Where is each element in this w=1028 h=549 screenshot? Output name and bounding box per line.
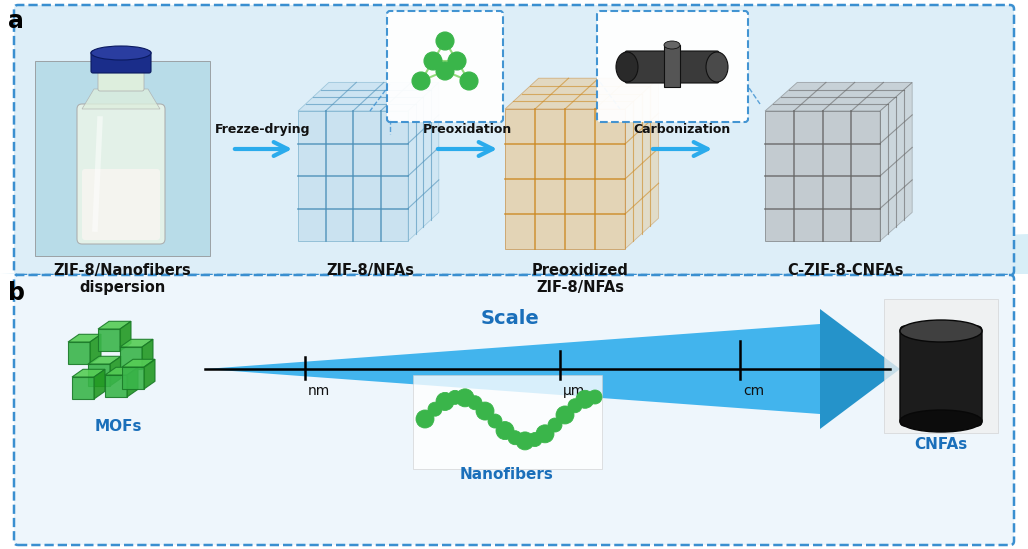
Polygon shape: [122, 367, 144, 389]
Text: Nanofibers: Nanofibers: [461, 467, 554, 482]
Polygon shape: [110, 356, 121, 386]
Polygon shape: [505, 78, 659, 109]
Polygon shape: [120, 339, 153, 347]
FancyBboxPatch shape: [597, 11, 748, 122]
Circle shape: [416, 410, 434, 428]
Polygon shape: [82, 89, 160, 109]
Ellipse shape: [900, 320, 982, 342]
Text: ZIF-8/Nanofibers
dispersion: ZIF-8/Nanofibers dispersion: [53, 263, 191, 295]
Polygon shape: [765, 82, 912, 111]
Polygon shape: [120, 347, 142, 369]
Text: Scale: Scale: [481, 310, 540, 328]
Text: Carbonization: Carbonization: [633, 123, 731, 136]
Polygon shape: [142, 339, 153, 369]
Polygon shape: [298, 111, 408, 241]
Text: nm: nm: [308, 384, 330, 398]
Circle shape: [488, 414, 502, 428]
Text: Preoxidation: Preoxidation: [423, 123, 512, 136]
FancyArrowPatch shape: [653, 142, 707, 156]
Ellipse shape: [91, 46, 151, 60]
Circle shape: [424, 52, 442, 70]
Circle shape: [476, 402, 494, 420]
Circle shape: [568, 399, 582, 413]
Polygon shape: [72, 377, 94, 399]
Polygon shape: [0, 234, 1028, 274]
FancyArrowPatch shape: [234, 142, 288, 156]
Circle shape: [436, 393, 454, 411]
Ellipse shape: [616, 52, 638, 82]
FancyBboxPatch shape: [413, 375, 602, 469]
FancyBboxPatch shape: [625, 51, 719, 83]
Circle shape: [536, 425, 554, 443]
FancyArrowPatch shape: [438, 142, 492, 156]
Circle shape: [448, 390, 462, 405]
Polygon shape: [88, 364, 110, 386]
FancyBboxPatch shape: [14, 5, 1014, 275]
Ellipse shape: [706, 52, 728, 82]
Circle shape: [436, 32, 454, 50]
Polygon shape: [765, 111, 880, 241]
Ellipse shape: [900, 410, 982, 432]
Polygon shape: [505, 109, 625, 249]
Circle shape: [548, 418, 562, 432]
FancyBboxPatch shape: [664, 45, 680, 87]
FancyBboxPatch shape: [35, 61, 210, 256]
FancyBboxPatch shape: [14, 275, 1014, 545]
Polygon shape: [625, 78, 659, 249]
Circle shape: [516, 432, 534, 450]
Polygon shape: [68, 342, 90, 364]
Polygon shape: [105, 375, 127, 397]
Polygon shape: [98, 329, 120, 351]
Circle shape: [508, 431, 522, 445]
Polygon shape: [127, 367, 138, 397]
FancyBboxPatch shape: [77, 104, 166, 244]
Polygon shape: [298, 82, 439, 111]
FancyBboxPatch shape: [98, 67, 144, 91]
Ellipse shape: [664, 41, 680, 49]
Text: CNFAs: CNFAs: [914, 437, 967, 452]
Polygon shape: [408, 82, 439, 241]
Polygon shape: [88, 356, 121, 364]
Circle shape: [528, 433, 542, 446]
Text: Preoxidized
ZIF-8/NFAs: Preoxidized ZIF-8/NFAs: [531, 263, 628, 295]
Circle shape: [448, 52, 466, 70]
FancyBboxPatch shape: [91, 51, 151, 73]
Polygon shape: [122, 359, 155, 367]
Circle shape: [456, 389, 474, 407]
Polygon shape: [94, 369, 105, 399]
Circle shape: [412, 72, 430, 90]
FancyBboxPatch shape: [387, 11, 503, 122]
Text: b: b: [8, 281, 25, 305]
FancyBboxPatch shape: [884, 299, 998, 433]
Polygon shape: [68, 334, 101, 342]
FancyBboxPatch shape: [82, 169, 160, 240]
Circle shape: [460, 72, 478, 90]
Text: Frezze-drying: Frezze-drying: [215, 123, 310, 136]
Polygon shape: [120, 321, 131, 351]
Polygon shape: [144, 359, 155, 389]
Circle shape: [556, 406, 574, 424]
Text: μm: μm: [563, 384, 585, 398]
Text: ZIF-8/NFAs: ZIF-8/NFAs: [326, 263, 414, 278]
Circle shape: [436, 62, 454, 80]
Text: cm: cm: [743, 384, 764, 398]
Polygon shape: [205, 324, 820, 414]
Polygon shape: [98, 321, 131, 329]
Circle shape: [468, 396, 482, 410]
Circle shape: [588, 390, 602, 404]
Circle shape: [576, 390, 594, 408]
Text: a: a: [8, 9, 24, 33]
Polygon shape: [90, 334, 101, 364]
Polygon shape: [880, 82, 912, 241]
Circle shape: [428, 402, 442, 416]
Text: MOFs: MOFs: [95, 419, 142, 434]
Polygon shape: [105, 367, 138, 375]
Text: C-ZIF-8-CNFAs: C-ZIF-8-CNFAs: [786, 263, 904, 278]
Polygon shape: [820, 309, 900, 429]
Circle shape: [495, 422, 514, 440]
Polygon shape: [72, 369, 105, 377]
FancyBboxPatch shape: [900, 326, 982, 426]
